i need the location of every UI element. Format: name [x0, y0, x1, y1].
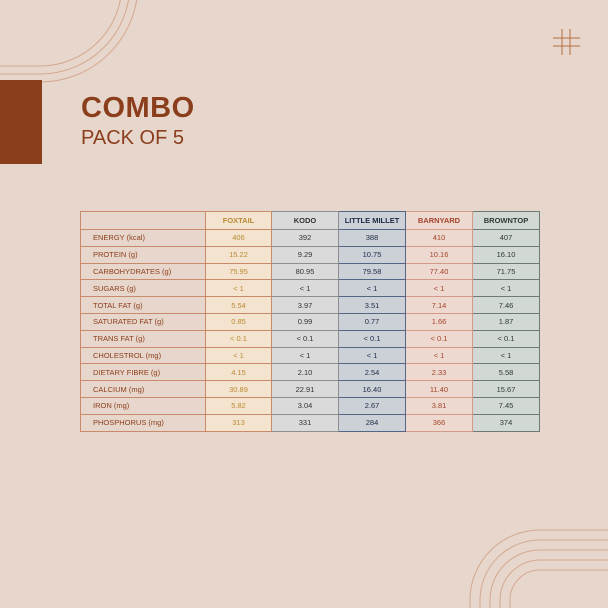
barnyard-value: < 1: [405, 346, 473, 365]
hash-icon: [553, 29, 580, 55]
table-row: SUGARS (g) < 1 < 1 < 1 < 1 < 1: [80, 279, 540, 298]
kodo-value: 0.99: [271, 312, 339, 331]
kodo-value: 80.95: [271, 262, 339, 281]
barnyard-value: 366: [405, 413, 473, 432]
foxtail-value: 5.82: [205, 396, 272, 415]
table-row: CARBOHYDRATES (g) 75.95 80.95 79.58 77.40 71.…: [80, 262, 540, 281]
browntop-value: 1.87: [472, 312, 540, 331]
table-row: ENERGY (kcal) 406 392 388 410 407: [80, 229, 540, 247]
kodo-value: < 0.1: [271, 329, 339, 348]
table-row: CHOLESTROL (mg) < 1 < 1 < 1 < 1 < 1: [80, 346, 540, 365]
barnyard-value: 410: [405, 229, 473, 247]
barnyard-value: 1.66: [405, 312, 473, 331]
barnyard-value: < 1: [405, 279, 473, 298]
table-header-row: FOXTAIL KODO LITTLE MILLET BARNYARD BROW…: [80, 211, 540, 230]
table-row: PHOSPHORUS (mg) 313 331 284 366 374: [80, 413, 540, 432]
barnyard-value: 7.14: [405, 296, 473, 314]
foxtail-value: 4.15: [205, 363, 272, 382]
little-millet-value: < 1: [338, 346, 406, 365]
browntop-value: 5.58: [472, 363, 540, 382]
foxtail-value: 75.95: [205, 262, 272, 281]
table-row: PROTEIN (g) 15.22 9.29 10.75 10.16 16.10: [80, 245, 540, 264]
row-label: SATURATED FAT (g): [80, 312, 206, 331]
little-millet-value: 3.51: [338, 296, 406, 314]
little-millet-value: 10.75: [338, 245, 406, 264]
column-header-browntop: BROWNTOP: [472, 211, 540, 230]
table-row: CALCIUM (mg) 30.89 22.91 16.40 11.40 15.67: [80, 380, 540, 398]
little-millet-value: < 1: [338, 279, 406, 298]
kodo-value: 3.97: [271, 296, 339, 314]
kodo-value: 22.91: [271, 380, 339, 398]
barnyard-value: 77.40: [405, 262, 473, 281]
little-millet-value: 0.77: [338, 312, 406, 331]
row-label: SUGARS (g): [80, 279, 206, 298]
row-label: CALCIUM (mg): [80, 380, 206, 398]
little-millet-value: 79.58: [338, 262, 406, 281]
kodo-value: 2.10: [271, 363, 339, 382]
browntop-value: < 0.1: [472, 329, 540, 348]
kodo-value: < 1: [271, 279, 339, 298]
browntop-value: < 1: [472, 279, 540, 298]
kodo-value: 3.04: [271, 396, 339, 415]
row-label: TOTAL FAT (g): [80, 296, 206, 314]
foxtail-value: < 1: [205, 346, 272, 365]
table-row: DIETARY FIBRE (g) 4.15 2.10 2.54 2.33 5.58: [80, 363, 540, 382]
column-header-barnyard: BARNYARD: [405, 211, 473, 230]
browntop-value: 16.10: [472, 245, 540, 264]
kodo-value: 9.29: [271, 245, 339, 264]
browntop-value: 71.75: [472, 262, 540, 281]
foxtail-value: 15.22: [205, 245, 272, 264]
barnyard-value: 3.81: [405, 396, 473, 415]
row-label: CARBOHYDRATES (g): [80, 262, 206, 281]
little-millet-value: 284: [338, 413, 406, 432]
row-label: IRON (mg): [80, 396, 206, 415]
foxtail-value: 406: [205, 229, 272, 247]
column-header-little-millet: LITTLE MILLET: [338, 211, 406, 230]
barnyard-value: < 0.1: [405, 329, 473, 348]
table-row: TRANS FAT (g) < 0.1 < 0.1 < 0.1 < 0.1 < 0.1: [80, 329, 540, 348]
browntop-value: 407: [472, 229, 540, 247]
foxtail-value: 313: [205, 413, 272, 432]
row-label: PHOSPHORUS (mg): [80, 413, 206, 432]
foxtail-value: < 0.1: [205, 329, 272, 348]
accent-bar: [0, 80, 42, 164]
row-label: PROTEIN (g): [80, 245, 206, 264]
kodo-value: 331: [271, 413, 339, 432]
kodo-value: < 1: [271, 346, 339, 365]
row-label: DIETARY FIBRE (g): [80, 363, 206, 382]
little-millet-value: 2.54: [338, 363, 406, 382]
table-body: ENERGY (kcal) 406 392 388 410 407 PROTEIN (g) 1…: [80, 229, 540, 432]
barnyard-value: 2.33: [405, 363, 473, 382]
little-millet-value: 2.67: [338, 396, 406, 415]
foxtail-value: 0.85: [205, 312, 272, 331]
row-label: CHOLESTROL (mg): [80, 346, 206, 365]
row-label: ENERGY (kcal): [80, 229, 206, 247]
browntop-value: 7.45: [472, 396, 540, 415]
kodo-value: 392: [271, 229, 339, 247]
browntop-value: 15.67: [472, 380, 540, 398]
column-header-label: [80, 211, 206, 230]
little-millet-value: 16.40: [338, 380, 406, 398]
browntop-value: 7.46: [472, 296, 540, 314]
row-label: TRANS FAT (g): [80, 329, 206, 348]
table-row: SATURATED FAT (g) 0.85 0.99 0.77 1.66 1.87: [80, 312, 540, 331]
page-subtitle: PACK OF 5: [81, 127, 184, 149]
foxtail-value: 5.54: [205, 296, 272, 314]
page-title: COMBO: [81, 92, 195, 124]
nutrition-table: FOXTAIL KODO LITTLE MILLET BARNYARD BROW…: [80, 211, 540, 432]
browntop-value: 374: [472, 413, 540, 432]
column-header-foxtail: FOXTAIL: [205, 211, 272, 230]
barnyard-value: 11.40: [405, 380, 473, 398]
browntop-value: < 1: [472, 346, 540, 365]
barnyard-value: 10.16: [405, 245, 473, 264]
table-row: IRON (mg) 5.82 3.04 2.67 3.81 7.45: [80, 396, 540, 415]
foxtail-value: 30.89: [205, 380, 272, 398]
table-row: TOTAL FAT (g) 5.54 3.97 3.51 7.14 7.46: [80, 296, 540, 314]
little-millet-value: 388: [338, 229, 406, 247]
column-header-kodo: KODO: [271, 211, 339, 230]
little-millet-value: < 0.1: [338, 329, 406, 348]
foxtail-value: < 1: [205, 279, 272, 298]
